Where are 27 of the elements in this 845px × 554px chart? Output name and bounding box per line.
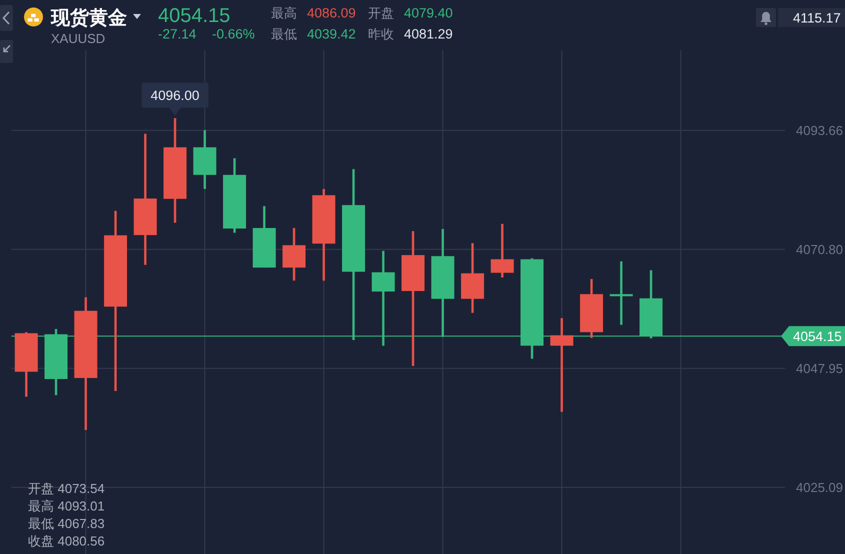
y-tick-label: 4115.17 — [793, 10, 841, 26]
chart-title: 现货黄金 — [50, 7, 127, 29]
annotation-callout: 4096.00 — [142, 82, 208, 116]
y-tick-label: 4093.66 — [796, 122, 843, 138]
y-tick-label: 4070.80 — [796, 242, 843, 257]
annotation: -0.66% — [212, 26, 255, 42]
y-tick-label: 4047.95 — [796, 360, 843, 376]
annotation: 4054.15 — [158, 5, 230, 27]
annotation: 开盘 4073.54 — [28, 481, 105, 496]
ref-label: 4054.15 — [781, 326, 845, 346]
annotation: 开盘 — [368, 6, 394, 20]
annotation: 最低 — [271, 26, 297, 42]
y-tick-label: 4025.09 — [796, 480, 843, 495]
annotation: 收盘 4080.56 — [28, 534, 105, 548]
annotation: 4096.00 — [150, 88, 200, 104]
ref-line-label: 4054.15 — [793, 329, 842, 344]
annotation: 昨收 — [368, 26, 394, 42]
annotation: 4081.29 — [404, 26, 453, 42]
annotation: 4086.09 — [307, 6, 356, 20]
annotation: 4039.42 — [307, 26, 356, 42]
annotation: 最低 4067.83 — [28, 516, 105, 531]
annotation: 最高 4093.01 — [28, 498, 105, 514]
annotation: -27.14 — [158, 26, 197, 42]
axis-top-label: 4115.17 — [778, 8, 845, 27]
text: XAUUSD — [51, 31, 106, 46]
annotation: 最高 — [271, 6, 297, 20]
annotation: 4079.40 — [404, 6, 453, 20]
